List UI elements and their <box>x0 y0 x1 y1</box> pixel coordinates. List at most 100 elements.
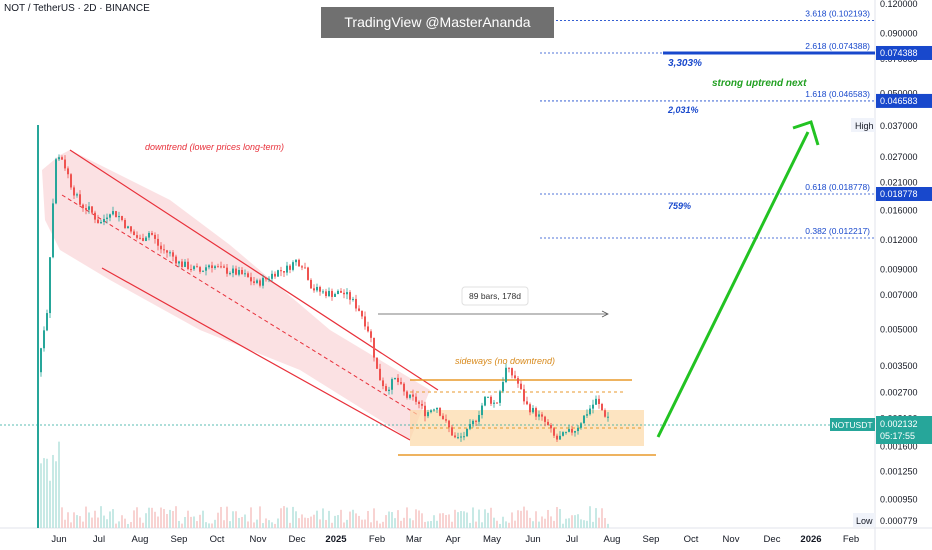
candle-body <box>310 279 312 289</box>
time-tick-label: Sep <box>643 534 660 545</box>
volume-bar <box>292 506 294 528</box>
candle-body <box>304 267 306 269</box>
volume-bar <box>328 510 330 528</box>
candle-body <box>193 266 195 270</box>
candle-body <box>229 273 231 275</box>
candle-body <box>451 427 453 436</box>
time-tick-label: Feb <box>369 534 385 545</box>
candle-body <box>112 211 114 215</box>
candle-body <box>286 265 288 273</box>
candle-body <box>367 326 369 332</box>
volume-bar <box>562 523 564 528</box>
candle-body <box>256 280 258 283</box>
low-value: 0.000779 <box>880 516 918 526</box>
candle-body <box>337 290 339 295</box>
volume-bar <box>151 507 153 528</box>
volume-bar <box>472 507 474 528</box>
volume-bar <box>193 516 195 528</box>
volume-bar <box>136 507 138 528</box>
candle-body <box>439 407 441 416</box>
candle-body <box>409 394 411 398</box>
volume-bar <box>457 512 459 528</box>
candle-body <box>397 377 399 383</box>
candle-body <box>364 316 366 327</box>
volume-bar <box>127 523 129 528</box>
volume-bar <box>490 507 492 528</box>
volume-bar <box>343 522 345 528</box>
volume-bar <box>148 507 150 528</box>
candle-body <box>238 269 240 275</box>
volume-bar <box>451 521 453 528</box>
fib-label: 3.618 (0.102193) <box>805 8 870 18</box>
candle-body <box>220 266 222 268</box>
price-tick-label: 0.002700 <box>880 388 918 398</box>
candle-body <box>73 187 75 196</box>
candle-body <box>535 408 537 417</box>
candle-body <box>70 174 72 188</box>
time-tick-label: Apr <box>446 534 461 545</box>
downtrend-channel-fill <box>42 150 430 440</box>
candle-body <box>415 396 417 402</box>
time-axis[interactable]: Jun Jul Aug Sep Oct Nov Dec 2025 Feb Mar Apr May Jun… <box>51 534 859 545</box>
candle-body <box>325 291 327 297</box>
sideways-label: sideways (no downtrend) <box>455 356 555 366</box>
volume-bar <box>88 512 90 528</box>
candle-body <box>517 378 519 384</box>
candle-body <box>67 168 69 175</box>
price-tick-label: 0.000950 <box>880 495 918 505</box>
candle-body <box>394 377 396 380</box>
candle-body <box>151 232 153 235</box>
candle-body <box>493 402 495 404</box>
volume-bar <box>67 512 69 528</box>
price-tag-box <box>876 93 932 108</box>
volume-bar <box>487 512 489 528</box>
volume-bar <box>511 512 513 528</box>
candle-body <box>277 270 279 277</box>
volume-bar <box>553 520 555 528</box>
volume-bar <box>571 515 573 528</box>
volume-bar <box>331 522 333 528</box>
volume-bar <box>121 515 123 528</box>
candle-body <box>358 308 360 311</box>
volume-bar <box>598 517 600 528</box>
candle-body <box>541 414 543 417</box>
volume-bar <box>493 517 495 528</box>
volume-bar <box>550 516 552 528</box>
volume-bar <box>592 521 594 528</box>
volume-bar <box>256 519 258 528</box>
candle-body <box>514 375 516 379</box>
candle-body <box>121 216 123 220</box>
volume-bar <box>367 510 369 528</box>
volume-bar <box>436 520 438 528</box>
volume-bar <box>433 515 435 528</box>
candle-body <box>82 204 84 209</box>
candle-body <box>136 235 138 238</box>
volume-bar <box>352 509 354 528</box>
candle-body <box>118 216 120 218</box>
volume-bar <box>46 458 48 528</box>
volume-bar <box>517 510 519 528</box>
time-tick-label: Aug <box>604 534 621 545</box>
candle-body <box>412 394 414 397</box>
candle-body <box>130 226 132 232</box>
volume-bar <box>409 518 411 528</box>
candle-body <box>502 382 504 392</box>
candle-body <box>91 206 93 213</box>
volume-bar <box>238 517 240 528</box>
volume-bar <box>40 463 42 528</box>
volume-bar <box>310 516 312 528</box>
price-tag-text: 0.018778 <box>880 189 918 199</box>
volume-bar <box>424 521 426 528</box>
candle-body <box>583 415 585 424</box>
volume-bar <box>85 506 87 528</box>
candle-body <box>580 423 582 428</box>
candle-body <box>532 408 534 413</box>
volume-bar <box>574 515 576 528</box>
candle-body <box>475 420 477 422</box>
candle-body <box>400 382 402 384</box>
price-tick-label: 0.001250 <box>880 467 918 477</box>
volume-bar <box>280 508 282 528</box>
date-range-label: 89 bars, 178d <box>469 291 521 301</box>
volume-bar <box>268 520 270 528</box>
